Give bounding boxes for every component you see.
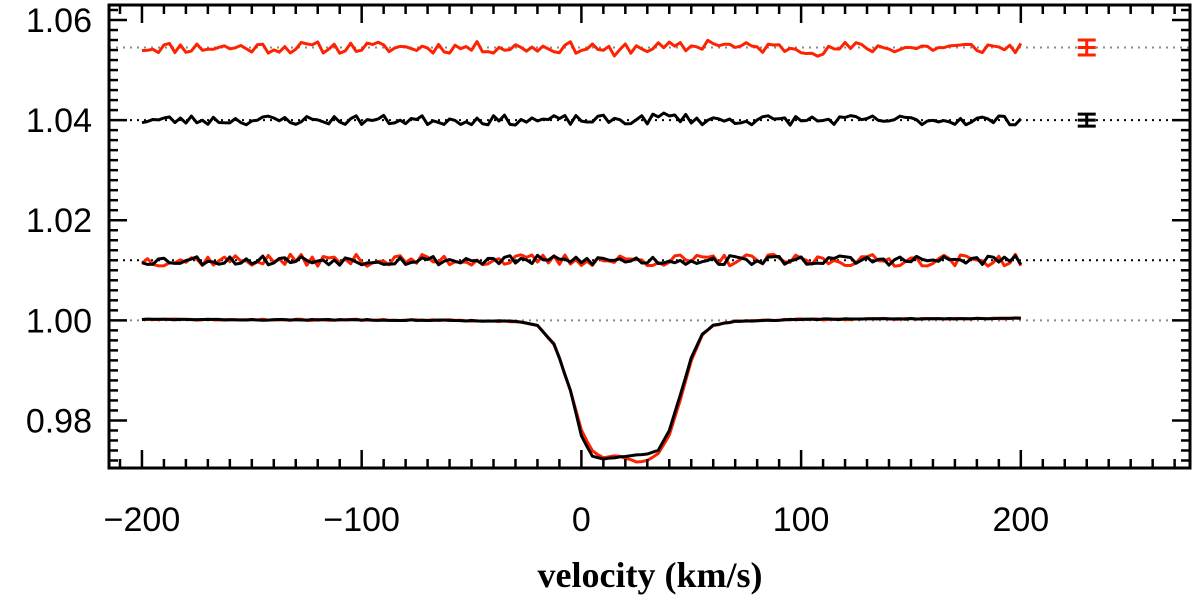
series-line-1	[141, 111, 1022, 127]
axis-ticks	[109, 5, 1190, 468]
x-tick-label: 0	[572, 501, 591, 539]
y-tick-label: 1.02	[26, 202, 92, 240]
reference-lines	[109, 46, 1190, 322]
red-error-bar	[1077, 38, 1096, 57]
x-tick-labels: −200 −100 0 100 200	[104, 501, 1050, 539]
x-tick-label: 200	[992, 501, 1049, 539]
x-tick-label: 100	[773, 501, 830, 539]
series-line-4	[141, 316, 1021, 464]
x-axis-label: velocity (km/s)	[538, 555, 763, 595]
plot-frame	[107, 3, 1192, 470]
y-tick-label: 0.98	[26, 402, 92, 440]
y-tick-label: 1.00	[26, 302, 92, 340]
y-tick-labels: 0.98 1.00 1.02 1.04 1.06	[26, 2, 92, 440]
series-line-2	[140, 252, 1023, 268]
series-line-0	[141, 38, 1023, 58]
data-series	[140, 38, 1023, 464]
y-tick-label: 1.06	[26, 2, 92, 40]
error-bars	[1077, 38, 1096, 128]
black-error-bar	[1077, 112, 1096, 128]
series-line-3	[141, 253, 1023, 267]
series-line-5	[141, 316, 1021, 461]
x-tick-label: −100	[323, 501, 400, 539]
x-tick-label: −200	[104, 501, 181, 539]
y-tick-label: 1.04	[26, 102, 92, 140]
